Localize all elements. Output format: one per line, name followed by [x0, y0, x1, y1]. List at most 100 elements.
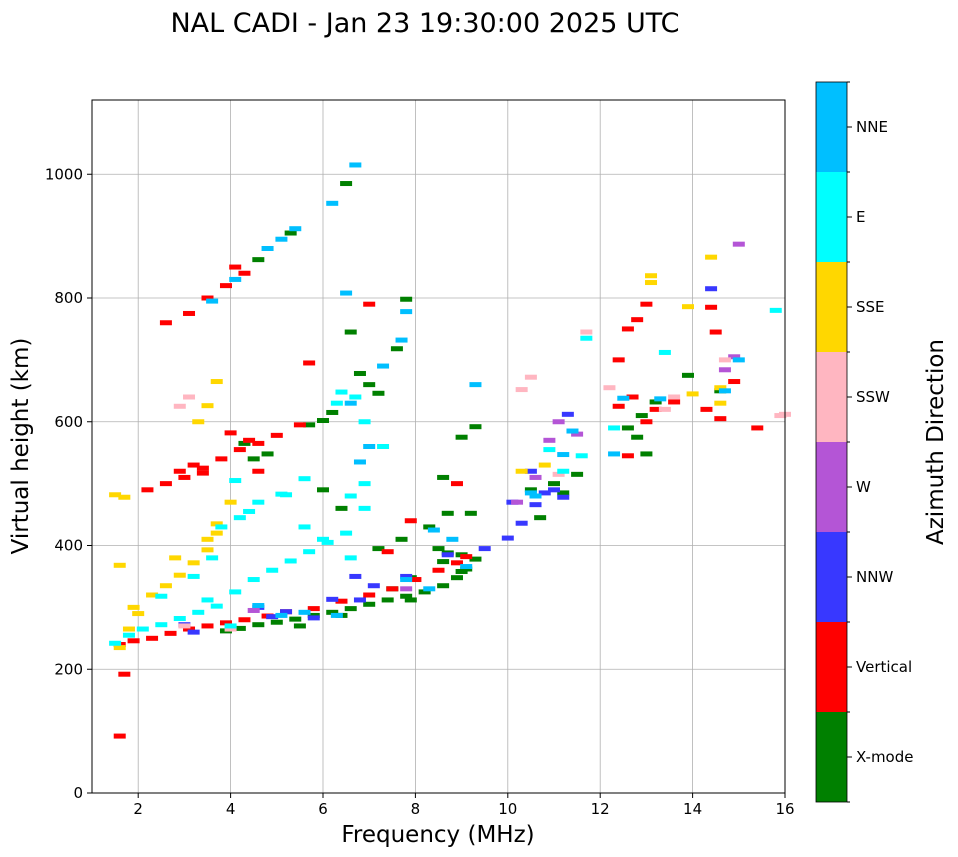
- colorbar-tick-label: Vertical: [856, 658, 912, 676]
- data-point: [183, 310, 196, 316]
- data-point: [270, 432, 283, 438]
- data-point: [571, 431, 584, 437]
- data-point: [298, 476, 311, 482]
- data-point: [728, 379, 741, 385]
- chart-title: NAL CADI - Jan 23 19:30:00 2025 UTC: [170, 8, 679, 39]
- data-point: [400, 577, 413, 583]
- data-point: [280, 492, 293, 498]
- data-point: [668, 394, 681, 400]
- x-tick-label: 6: [318, 800, 328, 818]
- data-point: [252, 468, 265, 474]
- data-point: [728, 354, 741, 360]
- data-point: [224, 430, 237, 436]
- data-point: [326, 409, 339, 415]
- data-point: [122, 632, 135, 638]
- data-point: [349, 394, 362, 400]
- y-tick-label: 800: [54, 289, 83, 307]
- data-point: [233, 625, 246, 631]
- data-point: [321, 539, 334, 545]
- data-point: [450, 575, 463, 581]
- data-point: [224, 499, 237, 505]
- data-point: [183, 626, 196, 632]
- data-point: [548, 481, 560, 487]
- data-point: [187, 573, 200, 579]
- data-point: [423, 524, 436, 530]
- data-point: [243, 437, 256, 443]
- data-point: [201, 295, 214, 301]
- data-point: [552, 419, 565, 425]
- data-point: [183, 394, 196, 400]
- data-point: [557, 490, 570, 496]
- data-point: [178, 474, 191, 480]
- data-point: [196, 465, 209, 471]
- data-point: [524, 487, 537, 493]
- data-point: [524, 374, 537, 380]
- data-point: [681, 372, 694, 378]
- x-tick-label: 8: [411, 800, 421, 818]
- data-point: [538, 462, 551, 468]
- data-point: [524, 468, 537, 474]
- data-point: [769, 307, 782, 313]
- data-point: [280, 609, 293, 615]
- data-point: [229, 276, 242, 282]
- data-point: [261, 451, 274, 457]
- x-tick-label: 2: [133, 800, 143, 818]
- data-point: [317, 487, 329, 493]
- data-point: [303, 549, 316, 555]
- data-point: [289, 616, 302, 622]
- data-point: [557, 452, 570, 458]
- data-point: [640, 419, 653, 425]
- data-point: [538, 490, 551, 496]
- data-point: [557, 494, 570, 500]
- data-point: [127, 638, 140, 644]
- colorbar-segment: [816, 442, 847, 532]
- data-point: [252, 499, 265, 505]
- colorbar-tick-label: NNW: [856, 568, 893, 586]
- data-point: [210, 530, 223, 536]
- data-point: [196, 470, 209, 476]
- data-point: [349, 573, 362, 579]
- data-point: [363, 444, 376, 449]
- data-point: [608, 451, 621, 457]
- data-point: [455, 434, 468, 440]
- data-point: [233, 447, 246, 453]
- data-point: [192, 419, 205, 425]
- data-point: [173, 616, 186, 622]
- data-point: [400, 309, 413, 315]
- data-point: [215, 456, 228, 462]
- data-point: [344, 400, 357, 406]
- data-point: [427, 527, 440, 533]
- plot-area: [92, 100, 785, 793]
- data-point: [705, 286, 718, 292]
- data-point: [534, 515, 547, 521]
- data-point: [238, 617, 251, 623]
- data-point: [377, 363, 390, 369]
- data-point: [446, 536, 459, 542]
- colorbar-tick-label: NNE: [856, 118, 888, 136]
- data-point: [363, 592, 376, 598]
- data-point: [201, 623, 214, 629]
- data-point: [377, 444, 390, 449]
- data-point: [298, 609, 311, 615]
- data-point: [478, 546, 491, 552]
- data-point: [210, 603, 223, 609]
- data-point: [169, 555, 182, 561]
- data-point: [178, 623, 191, 629]
- data-point: [109, 640, 122, 646]
- data-point: [381, 597, 394, 603]
- data-point: [612, 357, 625, 363]
- data-point: [141, 487, 154, 493]
- data-point: [224, 626, 237, 632]
- data-point: [732, 241, 745, 247]
- data-point: [326, 200, 339, 206]
- data-point: [608, 425, 621, 431]
- data-point: [266, 614, 279, 620]
- data-point: [363, 601, 376, 607]
- data-point: [335, 389, 348, 395]
- data-point: [612, 403, 625, 409]
- data-point: [469, 556, 482, 562]
- data-point: [645, 273, 658, 279]
- data-point: [118, 494, 131, 500]
- data-point: [372, 546, 385, 552]
- data-point: [580, 329, 593, 335]
